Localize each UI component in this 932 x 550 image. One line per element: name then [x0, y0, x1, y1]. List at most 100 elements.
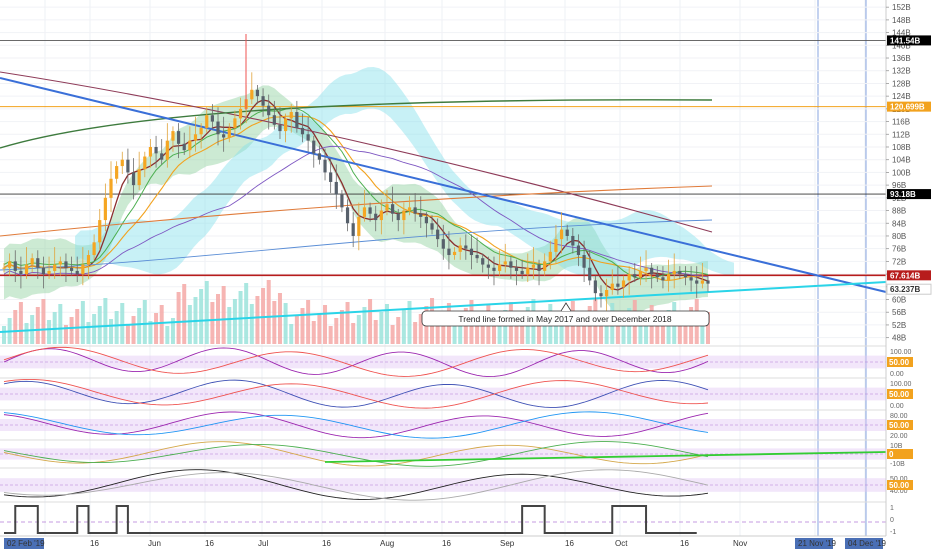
- oscillator-line: [3, 346, 709, 377]
- time-axis-badge-label: 21 Nov '19: [798, 539, 837, 548]
- volume-bar: [137, 308, 142, 344]
- candle-body: [272, 115, 276, 125]
- price-tick-label: 56B: [892, 308, 906, 317]
- candle-body: [402, 210, 406, 221]
- candle-body: [498, 264, 502, 271]
- price-tag-label: 120.699B: [890, 103, 925, 112]
- main-price-pane: [0, 34, 887, 344]
- volume-bar: [520, 315, 525, 344]
- candle-body: [300, 127, 305, 135]
- candle-body: [526, 267, 530, 275]
- volume-bar: [13, 310, 18, 344]
- time-axis: 02 Feb '19 16 Jun 16 Jul 16 Aug 16 Sep 16 Oct 16 Nov…: [0, 535, 932, 550]
- volume-bar: [244, 283, 249, 344]
- oscillator-tick-label: -10B: [890, 461, 905, 468]
- candle-body: [689, 277, 693, 281]
- price-tag: [887, 101, 931, 112]
- candle-body: [672, 270, 676, 275]
- candle-body: [278, 124, 282, 132]
- price-tick-label: 132B: [892, 67, 911, 76]
- price-tag: [887, 189, 931, 200]
- price-tag: [887, 270, 931, 281]
- volume-bar: [210, 302, 215, 344]
- volume-bar: [2, 326, 6, 344]
- candle-body: [436, 229, 440, 240]
- candle-body: [514, 267, 519, 271]
- candle-body: [8, 261, 12, 268]
- oscillator-tick-label: 100.00: [890, 381, 912, 388]
- oscillator-tick-label: 50.00: [890, 476, 908, 483]
- ichimoku-cloud: [75, 66, 734, 280]
- candle-body: [374, 213, 378, 221]
- candle-body: [188, 140, 192, 151]
- volume-bar: [384, 304, 389, 344]
- volume-bar: [261, 288, 266, 344]
- candle-body: [357, 216, 361, 236]
- candle-body: [115, 166, 119, 179]
- volume-bar: [41, 299, 46, 344]
- oscillator-level-tag: [887, 357, 913, 367]
- volume-bar: [497, 318, 502, 344]
- candle-body: [176, 131, 181, 144]
- ma-slow-line: [3, 145, 709, 278]
- volume-bar: [339, 310, 344, 344]
- volume-bar: [373, 320, 378, 344]
- oscillator-level-tag: [887, 389, 913, 399]
- volume-bar: [621, 316, 626, 344]
- ma-blue-line: [0, 219, 713, 271]
- price-tick-label: 52B: [892, 321, 906, 330]
- candle-body: [109, 178, 113, 198]
- time-axis-label: 16: [442, 539, 451, 548]
- price-tag-label: 93.18B: [890, 190, 916, 199]
- candle-body: [160, 153, 164, 160]
- oscillator-tick-label: 100.00: [890, 349, 912, 356]
- candle-body: [233, 118, 237, 128]
- volume-bar: [125, 324, 130, 344]
- price-tag-label: 141.54B: [890, 36, 920, 45]
- oscillator-level-label: 50.00: [889, 358, 910, 367]
- oscillator-line: [3, 379, 709, 408]
- volume-bar: [644, 313, 649, 344]
- price-tick-label: 112B: [892, 130, 910, 139]
- candle-body: [486, 264, 490, 268]
- volume-bar: [317, 313, 322, 344]
- volume-bar: [565, 309, 570, 344]
- volume-bar: [362, 307, 367, 344]
- volume-bar: [170, 318, 175, 344]
- price-tick-label: 100B: [892, 168, 911, 177]
- price-tick-label: 140B: [892, 41, 911, 50]
- candle-body: [633, 274, 637, 278]
- oscillator-level-label: 50.00: [889, 390, 910, 399]
- volume-bar: [553, 325, 558, 344]
- price-tag: [887, 35, 931, 46]
- candle-body: [531, 264, 536, 268]
- price-tick-label: 144B: [892, 29, 911, 38]
- candle-body: [345, 207, 350, 224]
- candle-body: [289, 112, 293, 119]
- volume-bar: [187, 305, 192, 344]
- candle-body: [250, 89, 254, 100]
- volume-bar: [58, 304, 63, 344]
- volume-bar: [75, 309, 80, 344]
- candle-body: [396, 213, 400, 221]
- price-tick-label: 76B: [892, 245, 906, 254]
- volume-bar: [204, 281, 209, 344]
- volume-bar: [289, 324, 294, 344]
- candle-body: [340, 194, 344, 208]
- candle-body: [193, 134, 198, 141]
- candle-body: [267, 105, 271, 116]
- candle-body: [255, 89, 260, 97]
- candle-body: [706, 280, 710, 284]
- candle-body: [165, 140, 169, 160]
- candle-body: [413, 207, 417, 214]
- volume-bar: [294, 316, 299, 344]
- volume-bar: [283, 303, 288, 344]
- candle-body: [53, 264, 57, 271]
- candle-body: [36, 258, 40, 268]
- volume-bar: [666, 310, 671, 344]
- candle-body: [644, 267, 648, 271]
- volume-bar: [97, 306, 102, 344]
- candle-body: [13, 261, 17, 271]
- price-axis: 152B148B144B140B136B132B128B124B120B116B…: [885, 0, 932, 536]
